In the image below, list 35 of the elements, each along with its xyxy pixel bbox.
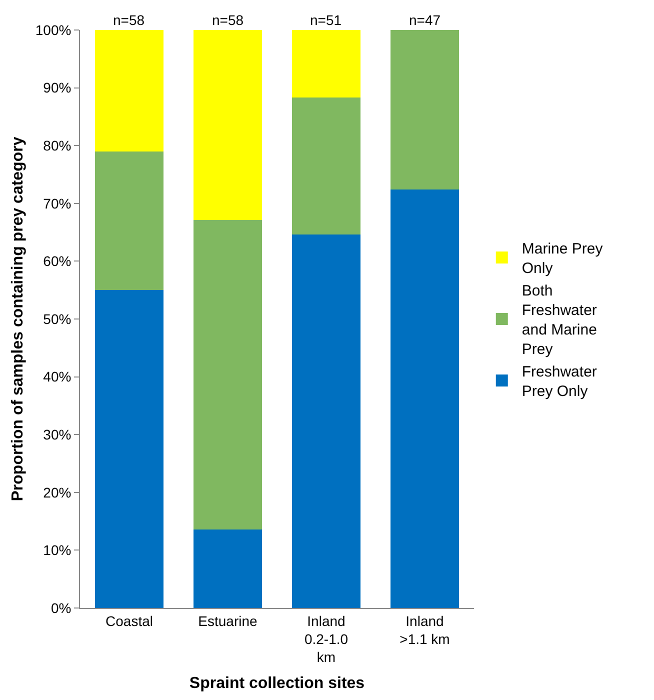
x-tick-label: Estuarine [198, 612, 258, 629]
y-axis-title: Proportion of samples containing prey category [9, 136, 26, 502]
legend-label: Both Freshwater and Marine Prey [522, 282, 597, 358]
y-tick-label: 20% [43, 484, 72, 500]
bar [94, 30, 164, 152]
annotation: n=47 [409, 12, 441, 28]
bar [193, 529, 262, 608]
legend-label: Freshwater Prey Only [522, 364, 597, 400]
annotation: n=58 [113, 12, 145, 28]
x-axis-title: Spraint collection sites [189, 674, 365, 692]
bar [94, 151, 164, 290]
bar [390, 190, 460, 608]
y-tick-label: 100% [35, 22, 72, 38]
bar [193, 220, 262, 530]
bar [390, 30, 460, 190]
x-tick-label: Inland >1.1 km [400, 612, 450, 647]
annotation: n=51 [310, 12, 342, 28]
y-tick-label: 50% [43, 310, 72, 327]
y-tick-label: 60% [43, 253, 72, 270]
legend-label: Marine Prey Only [522, 240, 604, 278]
y-tick-label: 0% [50, 600, 72, 616]
bar [292, 98, 361, 235]
y-tick-label: 80% [43, 138, 72, 154]
bar [292, 30, 361, 98]
bar [292, 234, 361, 608]
bar [193, 30, 262, 220]
annotation: n=58 [212, 12, 244, 28]
x-tick-label: Coastal [106, 612, 153, 629]
y-tick-label: 30% [43, 426, 72, 442]
y-tick-label: 40% [43, 368, 72, 385]
y-tick-label: 70% [43, 195, 72, 212]
y-tick-label: 10% [43, 542, 72, 558]
bar [94, 290, 164, 608]
x-tick-label: Inland 0.2-1.0 km [304, 612, 348, 666]
y-tick-label: 90% [43, 80, 72, 96]
